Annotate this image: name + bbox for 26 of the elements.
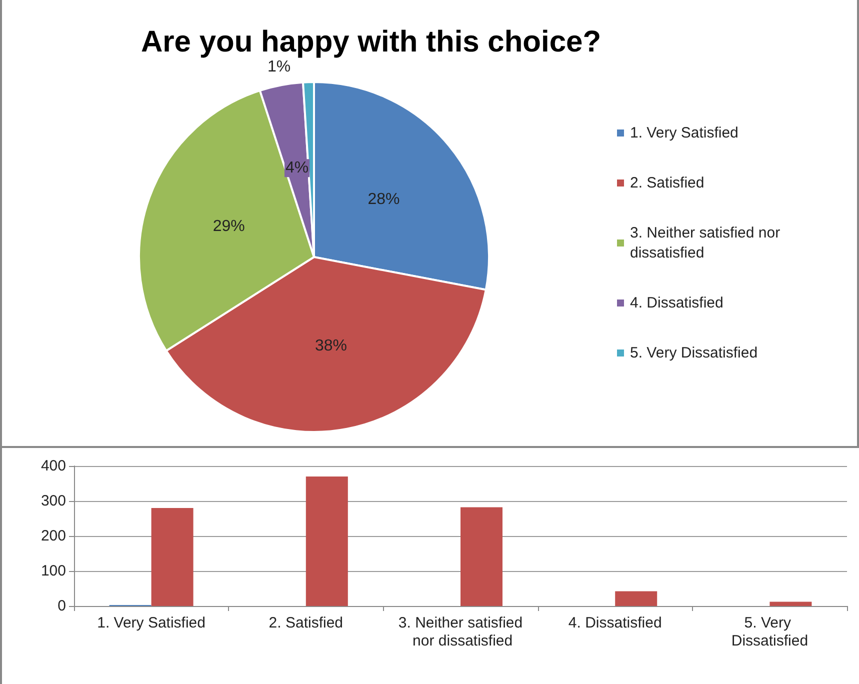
- data-label: 29%: [212, 218, 245, 235]
- legend-label: 4. Dissatisfied: [630, 294, 724, 312]
- y-tick-label: 0: [58, 598, 66, 614]
- bar: [460, 507, 502, 606]
- x-tick-label: 2. Satisfied: [268, 614, 344, 632]
- bar: [615, 591, 658, 606]
- bar: [151, 508, 194, 606]
- x-tick-label: 3. Neither satisfied nor dissatisfied: [398, 614, 523, 650]
- x-tick-label: 4. Dissatisfied: [568, 614, 662, 632]
- legend-label: 3. Neither satisfied nor dissatisfied: [630, 224, 784, 262]
- y-tick-label: 200: [40, 528, 66, 544]
- legend-label: 1. Very Satisfied: [630, 124, 738, 142]
- data-label: 1%: [267, 58, 291, 76]
- x-tick-label: 1. Very Satisfied: [97, 614, 206, 632]
- data-label: 38%: [314, 337, 347, 354]
- data-label: 28%: [368, 190, 400, 208]
- y-tick-label: 400: [40, 458, 66, 474]
- data-label: 4%: [285, 160, 309, 177]
- x-tick-label: 5. Very Dissatisfied: [731, 614, 808, 650]
- legend-label: 2. Satisfied: [630, 174, 704, 192]
- bar: [306, 476, 348, 606]
- bar: [770, 602, 812, 606]
- chart-title: Are you happy with this choice?: [140, 26, 602, 58]
- y-tick-label: 100: [40, 562, 66, 580]
- legend-label: 5. Very Dissatisfied: [630, 344, 758, 362]
- y-tick-label: 300: [40, 492, 66, 510]
